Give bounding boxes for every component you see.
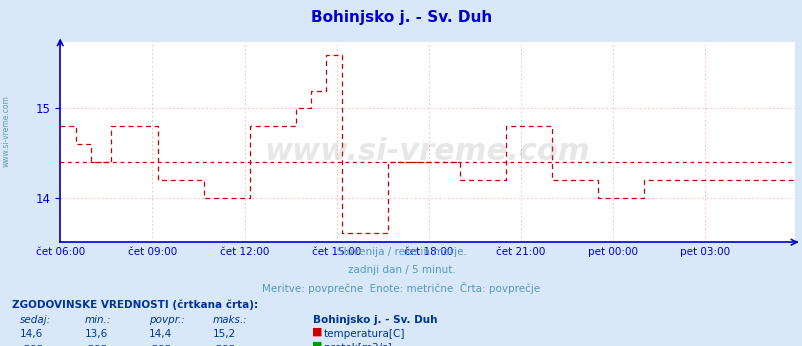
- Text: pretok[m3/s]: pretok[m3/s]: [323, 343, 391, 346]
- Text: ZGODOVINSKE VREDNOSTI (črtkana črta):: ZGODOVINSKE VREDNOSTI (črtkana črta):: [12, 299, 258, 310]
- Text: -nan: -nan: [20, 343, 43, 346]
- Text: www.si-vreme.com: www.si-vreme.com: [265, 137, 589, 166]
- Text: 14,4: 14,4: [148, 329, 172, 339]
- Text: 14,6: 14,6: [20, 329, 43, 339]
- Text: -nan: -nan: [148, 343, 172, 346]
- Text: povpr.:: povpr.:: [148, 315, 184, 325]
- Text: sedaj:: sedaj:: [20, 315, 51, 325]
- Text: -nan: -nan: [213, 343, 236, 346]
- Text: ■: ■: [311, 341, 322, 346]
- Text: maks.:: maks.:: [213, 315, 247, 325]
- Text: 13,6: 13,6: [84, 329, 107, 339]
- Text: Slovenija / reke in morje.: Slovenija / reke in morje.: [336, 247, 466, 257]
- Text: min.:: min.:: [84, 315, 111, 325]
- Text: Meritve: povprečne  Enote: metrične  Črta: povprečje: Meritve: povprečne Enote: metrične Črta:…: [262, 282, 540, 294]
- Text: zadnji dan / 5 minut.: zadnji dan / 5 minut.: [347, 265, 455, 275]
- Text: Bohinjsko j. - Sv. Duh: Bohinjsko j. - Sv. Duh: [310, 10, 492, 25]
- Text: 15,2: 15,2: [213, 329, 236, 339]
- Text: Bohinjsko j. - Sv. Duh: Bohinjsko j. - Sv. Duh: [313, 315, 437, 325]
- Text: -nan: -nan: [84, 343, 107, 346]
- Text: ■: ■: [311, 327, 322, 337]
- Text: temperatura[C]: temperatura[C]: [323, 329, 404, 339]
- Text: www.si-vreme.com: www.si-vreme.com: [2, 95, 11, 167]
